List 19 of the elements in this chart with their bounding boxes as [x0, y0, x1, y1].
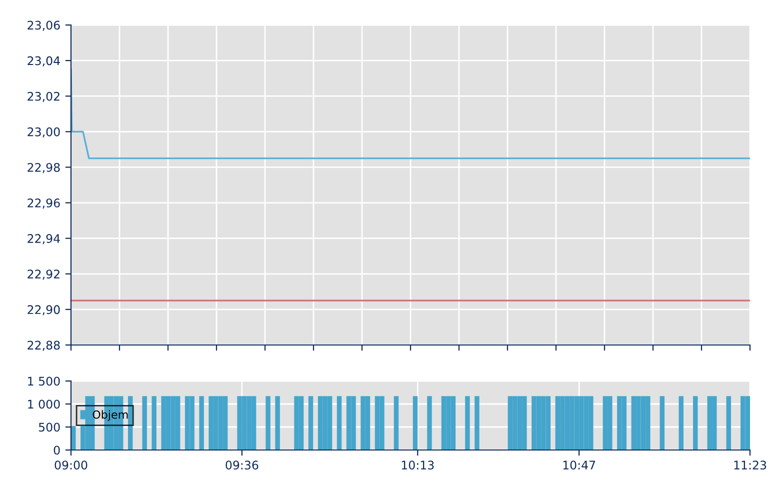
- y-tick-label: 22,94: [28, 234, 60, 244]
- y-tick-label: 23,00: [28, 127, 60, 138]
- y-tick-label: 23,02: [28, 92, 60, 102]
- y-tick-label: 22,96: [28, 198, 60, 209]
- y-tick-label: 22,88: [28, 340, 60, 351]
- y-tick-label: 23,04: [28, 56, 60, 66]
- y-tick-label: 0: [54, 446, 60, 455]
- y-tick-label: 1 000: [28, 400, 60, 409]
- y-tick-label: 22,90: [28, 305, 60, 316]
- y-tick-label: 22,92: [28, 270, 60, 280]
- y-tick-label: 500: [38, 422, 60, 432]
- y-tick-label: 22,98: [28, 162, 60, 174]
- x-tick-label: 11:23: [734, 460, 766, 470]
- y-tick-label: 23,06: [28, 20, 60, 31]
- y-tick-label: 1 500: [28, 376, 60, 386]
- x-tick-label: 10:47: [563, 460, 596, 470]
- x-tick-label: 09:00: [54, 460, 88, 470]
- x-tick-label: 10:13: [402, 460, 434, 470]
- x-tick-label: 09:36: [226, 460, 258, 470]
